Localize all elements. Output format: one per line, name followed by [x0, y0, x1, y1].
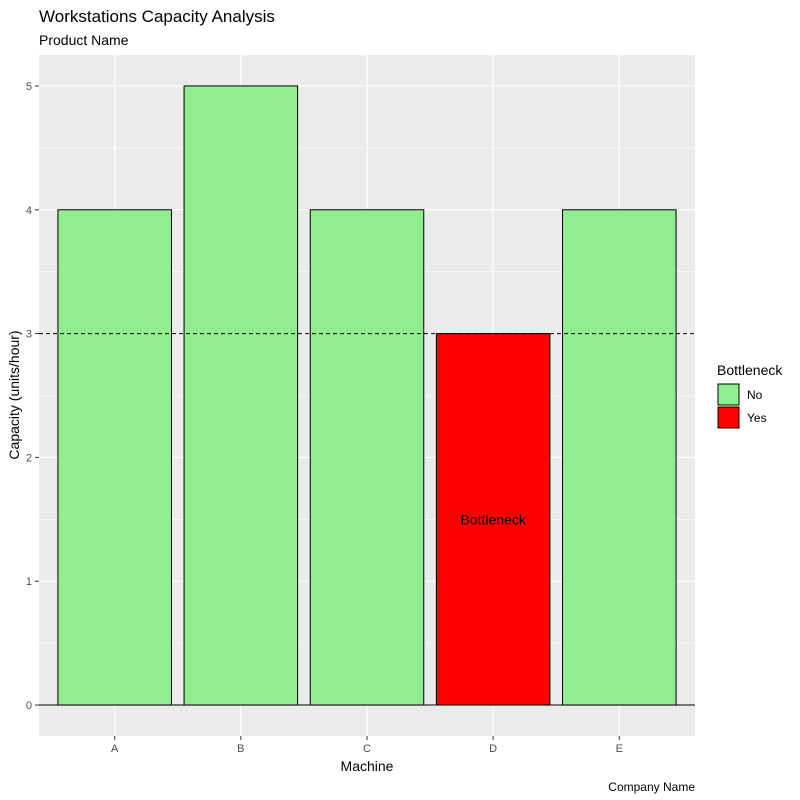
x-tick-label: D: [489, 743, 497, 755]
x-tick-label: A: [111, 743, 119, 755]
legend: Bottleneck No Yes: [717, 362, 783, 429]
y-tick-label: 0: [26, 700, 32, 712]
y-tick-label: 2: [26, 452, 32, 464]
chart-caption: Company Name: [608, 780, 695, 794]
bar-A: [57, 209, 172, 706]
y-tick-label: 4: [26, 205, 32, 217]
bar-C: [309, 209, 425, 706]
chart-subtitle: Product Name: [39, 32, 129, 48]
legend-title: Bottleneck: [717, 362, 783, 378]
legend-label: No: [747, 388, 763, 402]
legend-key-yes: [717, 406, 740, 429]
x-tick-label: C: [363, 743, 371, 755]
chart-title: Workstations Capacity Analysis: [39, 7, 275, 26]
x-axis-title: Machine: [341, 758, 394, 774]
x-tick-label: E: [616, 743, 623, 755]
bar-E: [562, 209, 677, 706]
y-tick-label: 5: [26, 81, 32, 93]
legend-key-no: [717, 383, 740, 406]
y-axis-title: Capacity (units/hour): [6, 330, 22, 459]
plot-panel: Bottleneck 0 1 2 3 4 5 A B C D E: [26, 55, 695, 755]
y-tick-label: 3: [26, 329, 32, 341]
bar-B: [183, 85, 299, 706]
bar-annotation: Bottleneck: [460, 511, 526, 527]
y-tick-label: 1: [26, 576, 32, 588]
x-tick-label: B: [237, 743, 244, 755]
bar-D: [435, 333, 551, 706]
legend-label: Yes: [747, 411, 767, 425]
